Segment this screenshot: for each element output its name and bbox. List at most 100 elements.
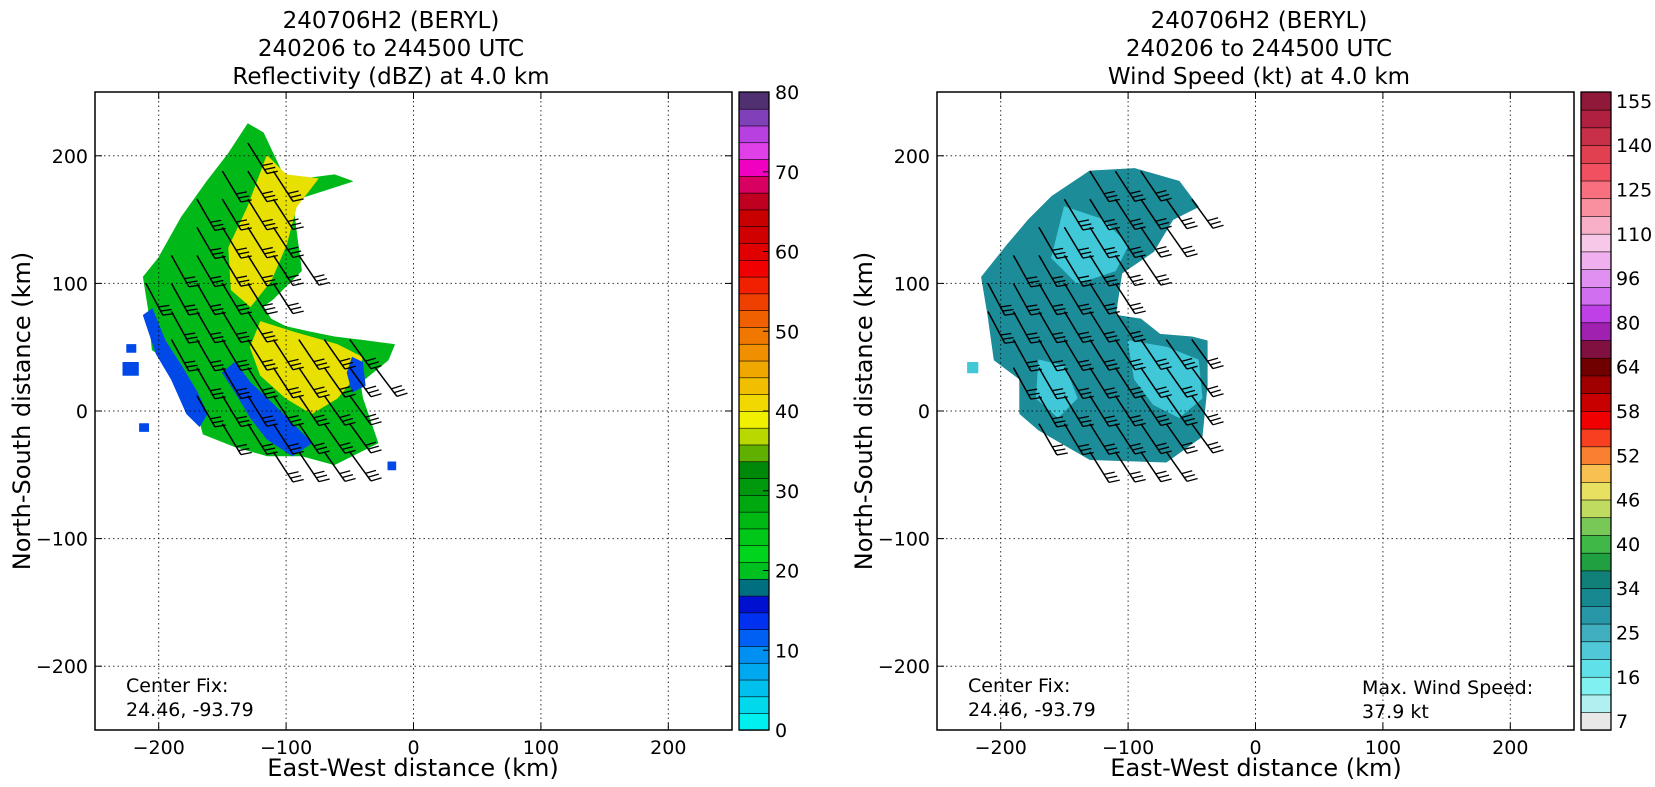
wind-barb-flag bbox=[1184, 361, 1196, 366]
reflectivity-barb-flag bbox=[290, 362, 302, 367]
wind-barb-flag bbox=[1184, 389, 1196, 394]
reflectivity-barb-flag bbox=[290, 278, 302, 283]
wind-wind-barb bbox=[1063, 283, 1094, 315]
wind-barb-staff bbox=[1012, 283, 1032, 316]
reflectivity-barb-flag bbox=[261, 331, 273, 335]
wind-barb-flag bbox=[1129, 330, 1141, 335]
reflectivity-barb-flag bbox=[292, 450, 304, 455]
reflectivity-barb-flag bbox=[264, 307, 276, 311]
wind-colorbar-segment bbox=[1580, 233, 1612, 253]
reflectivity-barb-flag bbox=[313, 386, 325, 391]
wind-wind-barb bbox=[1165, 423, 1198, 454]
wind-wind-barb bbox=[1012, 367, 1042, 400]
reflectivity-wind-barb bbox=[221, 311, 252, 343]
wind-wind-barb bbox=[1063, 198, 1094, 231]
reflectivity-wind-barb bbox=[247, 198, 278, 231]
wind-colorbar-segment bbox=[1580, 552, 1612, 572]
reflectivity-barb-flag bbox=[365, 385, 377, 390]
wind-ytick-label: −100 bbox=[878, 529, 930, 551]
wind-barb-flag bbox=[1103, 415, 1115, 419]
reflectivity-barb-flag bbox=[292, 394, 304, 399]
reflectivity-barb-flag bbox=[235, 443, 248, 448]
reflectivity-title-line1: 240706H2 (BERYL) bbox=[283, 8, 500, 34]
wind-barb-flag bbox=[1184, 474, 1196, 479]
wind-colorbar-label: 110 bbox=[1616, 224, 1652, 246]
wind-barb-flag bbox=[1077, 331, 1090, 335]
wind-barb-flag bbox=[1181, 470, 1193, 475]
wind-barb-flag bbox=[1207, 413, 1219, 418]
reflectivity-barb-flag bbox=[290, 250, 302, 255]
reflectivity-barb-flag bbox=[261, 190, 273, 195]
reflectivity-barb-staff bbox=[349, 423, 372, 454]
wind-wind-barb bbox=[1089, 339, 1120, 371]
wind-wind-barb bbox=[1038, 423, 1068, 456]
wind-barb-flag bbox=[1129, 414, 1141, 419]
reflectivity-barb-flag bbox=[264, 391, 276, 395]
wind-ytick-label: −200 bbox=[878, 656, 930, 678]
wind-barb-flag bbox=[1134, 450, 1146, 455]
reflectivity-barb-staff bbox=[196, 254, 216, 287]
reflectivity-wind-barb bbox=[247, 367, 278, 399]
reflectivity-barb-flag bbox=[238, 419, 250, 424]
wind-barb-flag bbox=[1134, 366, 1146, 371]
wind-barb-staff bbox=[1012, 367, 1032, 400]
reflectivity-barb-flag bbox=[339, 470, 351, 475]
reflectivity-colorbar-segment bbox=[738, 276, 770, 295]
wind-barb-flag bbox=[1082, 227, 1094, 231]
wind-barb-staff bbox=[1038, 339, 1058, 372]
wind-barb-flag bbox=[1080, 335, 1092, 339]
reflectivity-barb-flag bbox=[184, 360, 196, 364]
wind-barb-flag bbox=[1080, 447, 1092, 452]
wind-barb-staff bbox=[1012, 254, 1032, 288]
reflectivity-colorbar-segment bbox=[738, 226, 770, 244]
wind-barb-flag bbox=[1134, 338, 1146, 343]
wind-barb-flag bbox=[1077, 247, 1090, 251]
wind-barb-staff bbox=[1165, 395, 1188, 426]
wind-title-line1: 240706H2 (BERYL) bbox=[1151, 8, 1368, 34]
reflectivity-wind-barb bbox=[221, 170, 252, 203]
wind-barb-flag bbox=[1054, 251, 1066, 256]
wind-barb-staff bbox=[987, 311, 1006, 344]
wind-barb-flag bbox=[1181, 414, 1193, 419]
wind-colorbar-segment bbox=[1580, 322, 1612, 341]
reflectivity-wind-barb bbox=[221, 423, 252, 456]
reflectivity-barb-staff bbox=[272, 423, 294, 455]
reflectivity-barb-flag bbox=[240, 311, 252, 315]
reflectivity-barb-flag bbox=[266, 311, 278, 315]
wind-barbs bbox=[987, 170, 1224, 483]
wind-barb-flag bbox=[1212, 421, 1224, 426]
wind-wind-barb bbox=[1063, 423, 1094, 456]
wind-barb-flag bbox=[1082, 283, 1094, 287]
reflectivity-wind-barb bbox=[247, 283, 278, 315]
reflectivity-wind-barb bbox=[196, 283, 226, 316]
reflectivity-barb-flag bbox=[292, 282, 304, 287]
wind-barb-flag bbox=[1106, 250, 1118, 255]
reflectivity-barb-flag bbox=[238, 251, 250, 255]
wind-barb-flag bbox=[1082, 395, 1094, 400]
wind-barb-flag bbox=[1080, 279, 1092, 283]
wind-barb-staff bbox=[1063, 367, 1084, 399]
reflectivity-barb-staff bbox=[221, 339, 242, 371]
wind-barb-flag bbox=[1082, 451, 1094, 456]
wind-barb-staff bbox=[1089, 254, 1110, 287]
reflectivity-barb-flag bbox=[316, 362, 328, 367]
wind-barb-flag bbox=[1207, 217, 1219, 222]
reflectivity-barb-flag bbox=[266, 198, 278, 203]
reflectivity-barb-flag bbox=[396, 392, 408, 397]
wind-barb-flag bbox=[1108, 395, 1120, 399]
wind-barb-staff bbox=[1038, 367, 1058, 400]
reflectivity-barb-staff bbox=[170, 254, 190, 288]
wind-wind-barb bbox=[1140, 451, 1172, 483]
wind-xtick-label: 200 bbox=[1492, 737, 1528, 759]
reflectivity-barb-flag bbox=[292, 478, 304, 483]
reflectivity-wind-barb bbox=[349, 395, 382, 426]
wind-wind-barb bbox=[1165, 226, 1198, 258]
wind-barb-flag bbox=[1077, 275, 1090, 279]
reflectivity-colorbar-label: 80 bbox=[775, 82, 799, 104]
wind-barb-flag bbox=[1207, 385, 1219, 390]
reflectivity-barb-flag bbox=[368, 473, 379, 478]
wind-colorbar-segment bbox=[1580, 446, 1612, 465]
wind-barb-flag bbox=[1158, 278, 1170, 282]
wind-barb-flag bbox=[1158, 221, 1170, 226]
wind-barb-flag bbox=[1210, 417, 1221, 422]
